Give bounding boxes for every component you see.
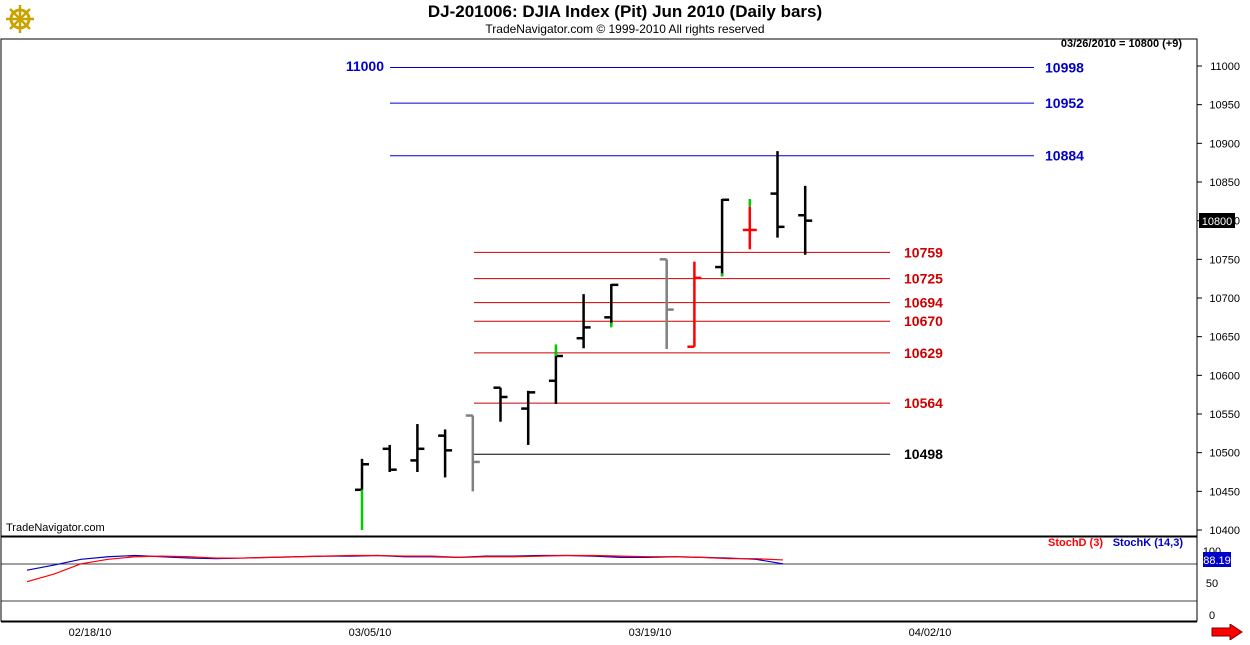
price-tick-label: 10750 (1209, 254, 1240, 266)
price-tick-label: 10400 (1209, 525, 1240, 537)
price-tick-label: 10700 (1209, 293, 1240, 305)
copyright-subtitle: TradeNavigator.com © 1999-2010 All right… (485, 22, 765, 36)
price-level-label: 10884 (1045, 148, 1084, 164)
price-level-label: 10564 (904, 395, 943, 411)
ohlc-bar (382, 444, 397, 472)
price-levels: 11000 10998 10952 10884 10759 10725 10694 10670… (346, 58, 1084, 462)
ohlc-bar (659, 258, 674, 350)
ohlc-bar (410, 424, 425, 472)
price-axis: 10400 10450 10500 10550 10600 10650 10700 10750… (1197, 61, 1240, 537)
stoch-tick-label: 50 (1206, 578, 1218, 590)
date-tick-label: 04/02/10 (909, 627, 952, 639)
ohlc-bar (438, 429, 453, 478)
ohlc-bar (576, 294, 591, 349)
price-level-label: 10998 (1045, 60, 1084, 76)
stoch-k-line (26, 554, 784, 571)
price-level-label: 11000 (346, 58, 384, 74)
chart-title: DJ-201006: DJIA Index (Pit) Jun 2010 (Da… (427, 2, 823, 21)
ohlc-bar (798, 185, 813, 255)
price-tick-label: 10600 (1209, 370, 1240, 382)
trade-navigator-logo[interactable] (4, 3, 36, 35)
ohlc-bar (770, 151, 785, 238)
ohlc-bar (715, 198, 730, 277)
price-tick-label: 10900 (1209, 138, 1240, 150)
price-tick-label: 10550 (1209, 409, 1240, 421)
date-tick-label: 02/18/10 (69, 627, 112, 639)
price-panel-border (0, 38, 1198, 537)
ohlc-bar (604, 283, 619, 326)
ohlc-bar (355, 458, 369, 492)
price-tick-label: 10500 (1209, 448, 1240, 460)
stoch-last-value: 88.19 (1203, 555, 1231, 567)
ohlc-bar (521, 390, 536, 445)
quote-readout: 03/26/2010 = 10800 (+9) (1061, 38, 1182, 50)
stoch-d-line (26, 554, 784, 583)
price-level-label: 10725 (904, 271, 943, 287)
ohlc-bar (548, 352, 563, 404)
price-tick-label: 10650 (1209, 332, 1240, 344)
ohlc-bar (687, 261, 702, 348)
scroll-right-arrow-icon[interactable] (1210, 623, 1244, 641)
ohlc-bar (465, 414, 480, 492)
ohlc-bars (355, 151, 813, 530)
price-tick-label: 10950 (1209, 100, 1240, 112)
last-price-value: 10800 (1202, 216, 1233, 228)
date-tick-label: 03/19/10 (629, 627, 672, 639)
stoch-k-legend: StochK (14,3) (1113, 537, 1184, 549)
price-level-label: 10694 (904, 295, 943, 311)
watermark: TradeNavigator.com (6, 522, 105, 534)
ship-wheel-icon (6, 5, 34, 33)
price-level-label: 10759 (904, 244, 943, 260)
price-tick-label: 10450 (1209, 486, 1240, 498)
stoch-d-legend: StochD (3) (1048, 537, 1103, 549)
stoch-last-tag: 88.19 (1203, 552, 1231, 567)
price-tick-label: 10850 (1209, 177, 1240, 189)
price-level-label: 10629 (904, 345, 943, 361)
stoch-panel-border (0, 536, 1198, 622)
price-tick-label: 11000 (1210, 61, 1240, 73)
ohlc-bar (742, 206, 757, 250)
ohlc-bar (493, 386, 508, 422)
price-level-label: 10670 (904, 313, 943, 329)
date-tick-label: 03/05/10 (349, 627, 392, 639)
price-level-label: 10498 (904, 446, 943, 462)
last-price-tag: 10800 (1199, 213, 1235, 228)
price-level-label: 10952 (1045, 95, 1084, 111)
stoch-tick-label: 0 (1209, 610, 1215, 622)
date-axis: 02/18/10 03/05/10 03/19/10 04/02/10 (69, 627, 952, 639)
chart-header: DJ-201006: DJIA Index (Pit) Jun 2010 (Da… (0, 0, 1250, 38)
